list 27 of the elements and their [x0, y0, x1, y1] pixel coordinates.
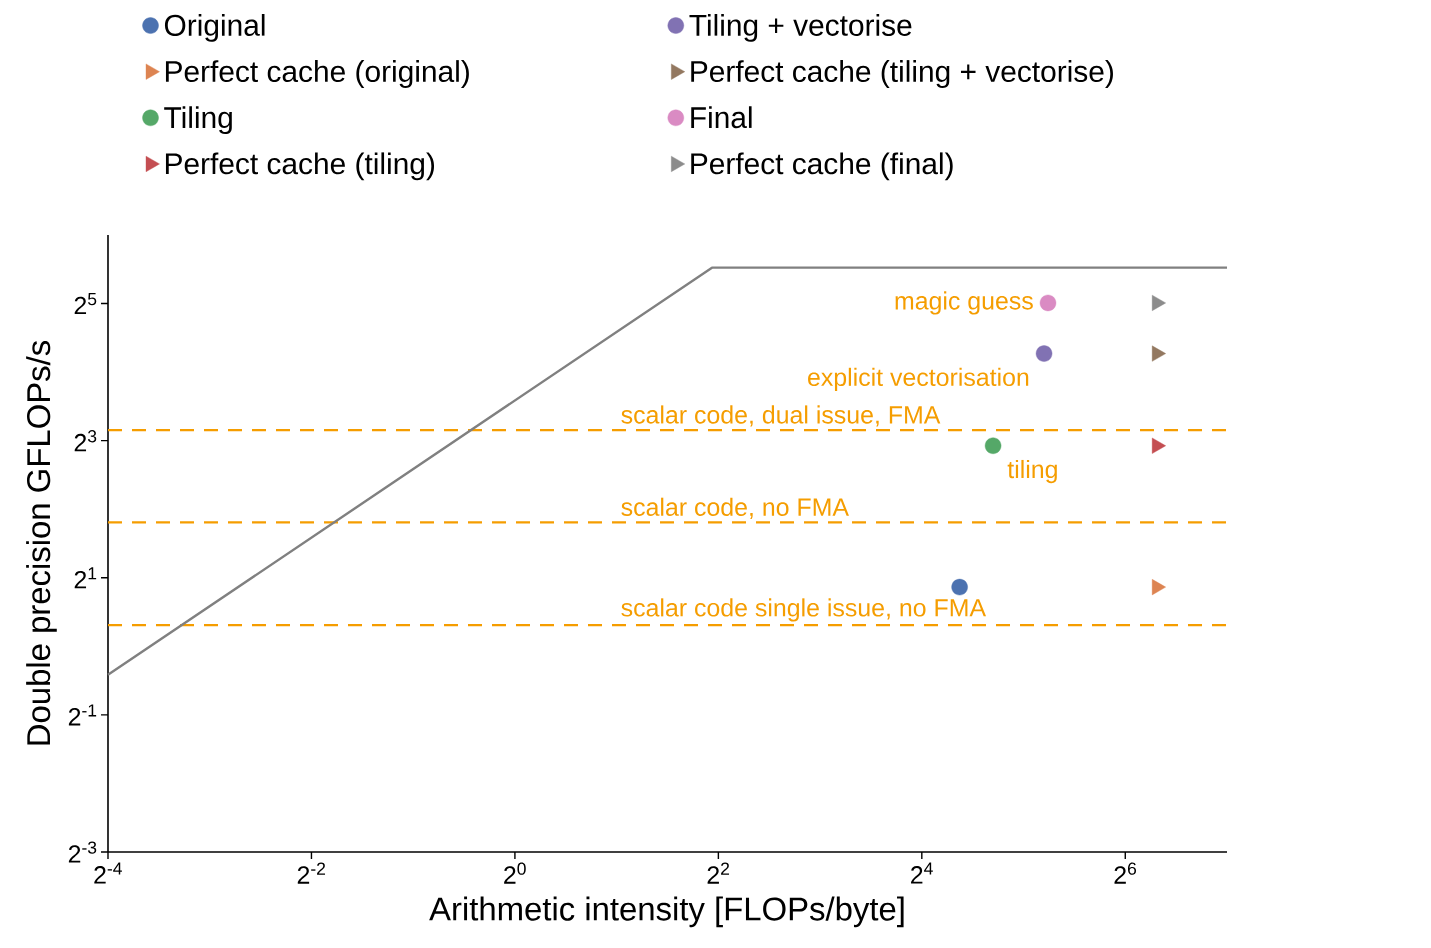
x-tick-label: 2$^{0}$ — [504, 862, 526, 884]
y-tick-label: 2$^{1}$ — [74, 567, 97, 589]
y-axis-title: Double precision GFLOPs/s — [26, 341, 57, 745]
x-tick-label: 2$^{6}$ — [1114, 862, 1137, 884]
ref-line-label: scalar code single issue, no FMA — [621, 598, 987, 622]
legend-label: Original — [164, 13, 265, 42]
legend-label: Perfect cache (tiling) — [165, 152, 435, 181]
legend-label: Final — [691, 106, 752, 129]
x-axis-title: Arithmetic intensity [FLOPs/byte] — [429, 896, 904, 928]
x-tick-label: 2$^{-4}$ — [94, 862, 122, 884]
y-tick-label: 2$^{-1}$ — [68, 704, 97, 726]
ref-line-label: scalar code, dual issue, FMA — [621, 405, 941, 427]
x-tick-label: 2$^{2}$ — [707, 862, 730, 884]
legend-label: Perfect cache (final) — [691, 152, 953, 181]
y-tick-label: 2$^{5}$ — [74, 293, 97, 315]
annotation: tiling — [1007, 459, 1057, 484]
legend-label: Tiling — [164, 106, 232, 135]
annotation: explicit vectorisation — [808, 367, 1029, 391]
y-tick-label: 2$^{3}$ — [74, 430, 97, 452]
legend-label: Tiling + vectorise — [689, 13, 912, 42]
y-tick-label: 2$^{-3}$ — [68, 841, 97, 863]
legend-label: Perfect cache (tiling + vectorise) — [691, 60, 1113, 88]
x-tick-label: 2$^{-2}$ — [297, 862, 326, 884]
legend-label: Perfect cache (original) — [165, 60, 469, 88]
ref-line-label: scalar code, no FMA — [621, 497, 849, 519]
annotation: magic guess — [895, 291, 1033, 315]
x-tick-label: 2$^{4}$ — [911, 862, 933, 884]
